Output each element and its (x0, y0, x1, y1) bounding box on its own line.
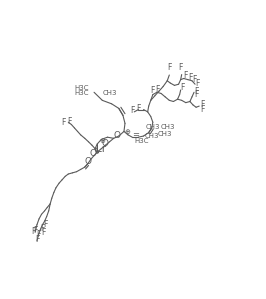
Text: CH3: CH3 (158, 131, 172, 137)
Text: F: F (196, 79, 200, 88)
Text: F: F (188, 73, 192, 82)
Text: F: F (181, 83, 185, 92)
Text: F: F (178, 62, 183, 71)
Text: F: F (43, 220, 48, 229)
Text: F: F (155, 85, 159, 94)
Text: F: F (40, 224, 45, 233)
Text: F: F (36, 230, 41, 239)
Text: ⊕: ⊕ (99, 138, 105, 144)
Text: F: F (67, 118, 72, 126)
Text: H3C: H3C (74, 90, 89, 96)
Text: F: F (136, 104, 140, 113)
Text: F: F (200, 100, 204, 109)
Text: O: O (102, 139, 109, 148)
Text: F: F (194, 87, 198, 96)
Text: F: F (130, 106, 134, 115)
Text: F: F (194, 90, 198, 99)
Text: F: F (151, 86, 155, 95)
Text: O: O (89, 149, 96, 158)
Text: F: F (31, 227, 36, 236)
Text: H3C: H3C (134, 138, 149, 144)
Text: CH3: CH3 (145, 133, 159, 139)
Text: CH3: CH3 (102, 90, 117, 96)
Text: F: F (61, 118, 65, 127)
Text: F: F (184, 71, 188, 80)
Text: F: F (167, 63, 172, 72)
Text: CH3: CH3 (161, 124, 176, 130)
Text: F: F (34, 226, 38, 235)
Text: =: = (132, 130, 139, 139)
Text: F: F (35, 235, 40, 244)
Text: ⊕: ⊕ (124, 129, 130, 135)
Text: O: O (113, 131, 120, 140)
Text: CH3: CH3 (146, 124, 160, 130)
Text: F: F (41, 228, 46, 237)
Text: F: F (192, 75, 196, 84)
Text: Lr: Lr (96, 144, 106, 154)
Text: O: O (84, 157, 92, 166)
Text: H3C: H3C (74, 86, 89, 91)
Text: F: F (200, 105, 205, 114)
